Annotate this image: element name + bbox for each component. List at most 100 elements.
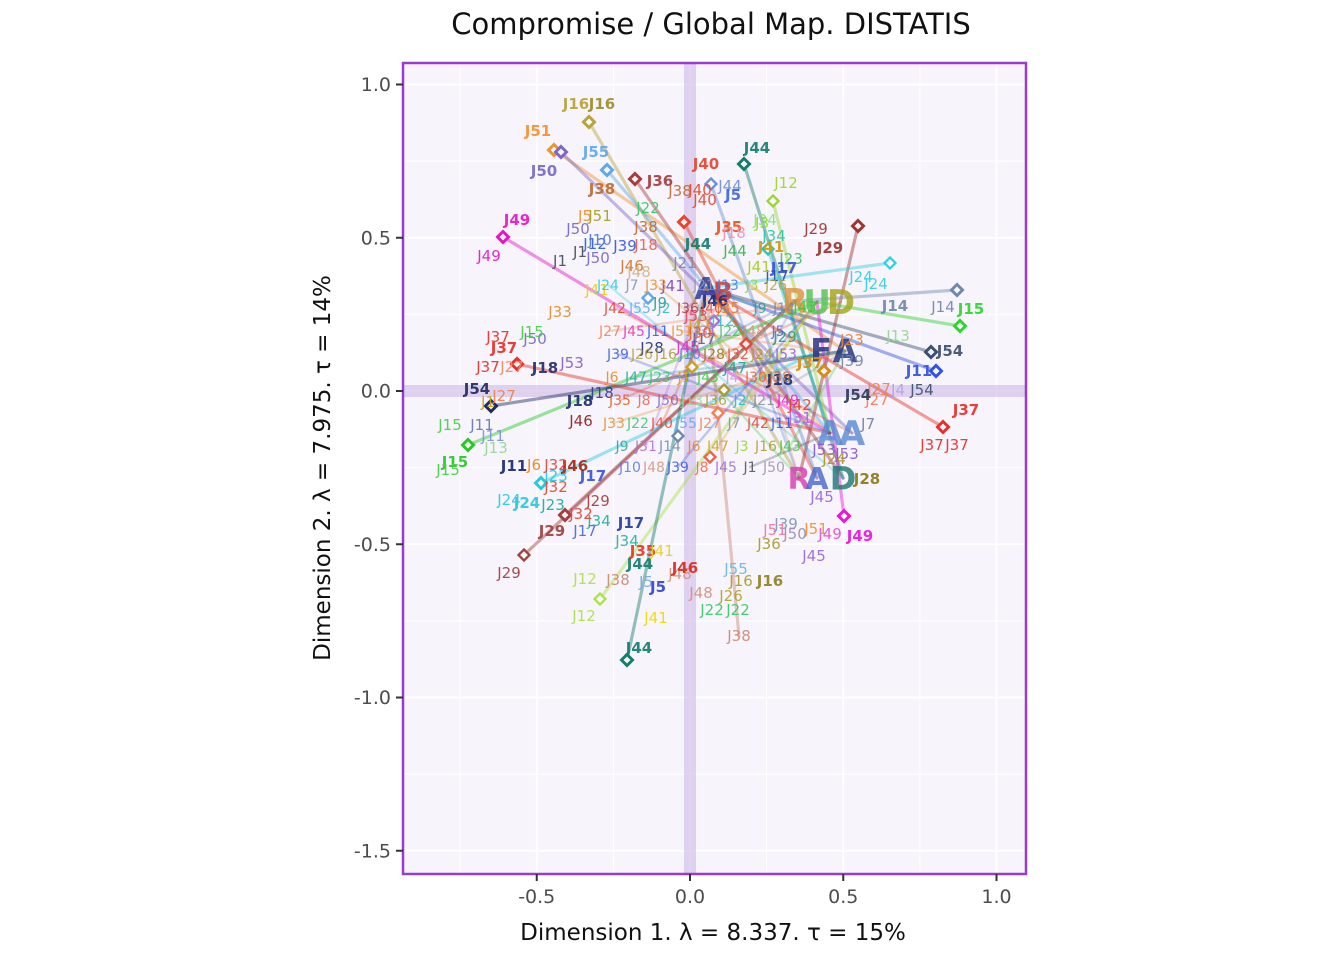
partial-point-label: J37 [485,328,510,346]
partial-point-label: J32 [543,478,568,496]
partial-point-label: J5 [577,207,592,225]
partial-segment [605,168,832,435]
partial-point-label: J40 [687,181,712,199]
partial-point-label: J4 [724,370,738,386]
partial-point-label: J38 [605,571,630,589]
partial-point-label: J41 [584,281,609,299]
partial-point-label: J44 [743,139,770,157]
partial-point-label: J21 [692,278,715,294]
partial-segment [815,300,962,328]
partial-point-label: J22 [725,601,750,619]
partial-point-label: J11 [905,362,932,380]
partial-point-label: J24 [496,491,521,509]
partial-point-label: J7 [726,416,740,432]
partial-point-label: J29 [496,564,521,582]
partial-point-label: J13 [680,393,703,409]
y-tick-label: 1.0 [361,74,391,96]
axis-ticks-and-labels: -0.5 0.0 0.5 1.0 1.0 0.5 0.0 -0.5 -1.0 -1.5 [354,74,1012,908]
partial-segment [559,150,854,435]
partial-point-label: J32 [726,347,749,363]
partial-point-label: J16 [588,95,615,113]
partial-point-label: J50 [762,460,785,476]
partial-point-label: J6 [526,456,541,474]
partial-segment [771,199,832,435]
diamond-marker [935,419,951,435]
diamond-marker [923,344,939,360]
partial-point-label: J17 [617,514,644,532]
partial-point-label: J51 [524,122,551,140]
partial-point-label: J31 [787,409,812,427]
compromise-letter: A [694,272,718,307]
partial-point-label: J1 [742,460,756,476]
partial-point-label: J2 [732,393,746,409]
partial-point-label: J1 [572,243,587,261]
partial-point-label: J14 [658,439,681,455]
partial-segment [644,286,708,448]
diamond-marker [670,428,686,444]
partial-segment [612,349,847,425]
partial-point-label: J33 [602,416,625,432]
partial-point-label: J36 [646,172,673,190]
partial-point-label: J40 [692,191,717,209]
partial-segment [752,329,801,480]
diamond-marker [533,475,549,491]
partial-point-label: J7 [860,415,875,433]
partial-point-label: J39 [839,352,864,370]
diamond-marker [509,356,525,372]
partial-segment [797,224,860,480]
partial-point-label: J54 [844,386,871,404]
partial-point-label: J39 [606,347,629,363]
partial-segment [726,283,801,480]
partial-point-label: J42 [746,416,769,432]
compromise-letter: A [817,414,844,454]
partial-point-label: J54 [909,381,934,399]
diamond-marker [706,313,722,329]
partial-point-label: J21 [672,254,697,272]
partial-segment [625,286,708,662]
compromise-letter: R [787,462,810,497]
partial-point-label: J17 [770,259,797,277]
x-tick-label: 0.0 [675,886,705,908]
partial-point-label: J11 [770,416,793,432]
x-tick-label: 1.0 [981,886,1011,908]
partial-point-label: J15 [519,323,544,341]
partial-point-label: J55 [723,560,748,578]
partial-point-label: J1 [676,370,690,386]
diamond-marker [619,652,635,668]
partial-point-label: J30 [687,324,712,342]
partial-point-label: J12 [773,174,798,192]
partial-point-label: J14 [881,297,908,315]
partial-segment [654,283,832,435]
partial-point-label: J45 [714,460,737,476]
partial-point-label: J28 [702,347,725,363]
partial-point-label: J29 [772,328,797,346]
partial-point-label: J16 [562,95,589,113]
partial-segment [598,300,819,601]
partial-point-label: J13 [716,278,739,294]
partial-point-label: J46 [671,559,698,577]
partial-point-label: J27 [698,416,721,432]
partial-point-label: J16 [756,572,783,590]
diamond-marker [640,290,656,306]
partial-point-label: J18 [766,371,793,389]
partial-segment [633,177,845,480]
partial-segment [563,299,797,517]
plot-panel [403,63,1026,874]
partial-point-label: J32 [543,456,568,474]
compromise-letter: A [805,462,829,497]
partial-point-label: J38 [667,182,692,200]
partial-point-label: J24 [750,347,773,363]
partial-point-label: J5 [638,573,653,591]
partial-point-label: J51 [762,521,787,539]
partial-point-label: J43 [778,439,801,455]
diamond-marker [592,591,608,607]
partial-point-label: J27 [491,387,516,405]
partial-point-label: J14 [930,298,955,316]
partial-point-label: J22 [626,416,649,432]
diamond-marker [716,382,732,398]
partial-point-label: J7 [624,278,638,294]
partial-point-label: J8 [694,460,708,476]
partial-point-label: J38 [633,218,658,236]
partial-point-label: J54 [936,342,963,360]
compromise-letter: A [839,414,866,454]
